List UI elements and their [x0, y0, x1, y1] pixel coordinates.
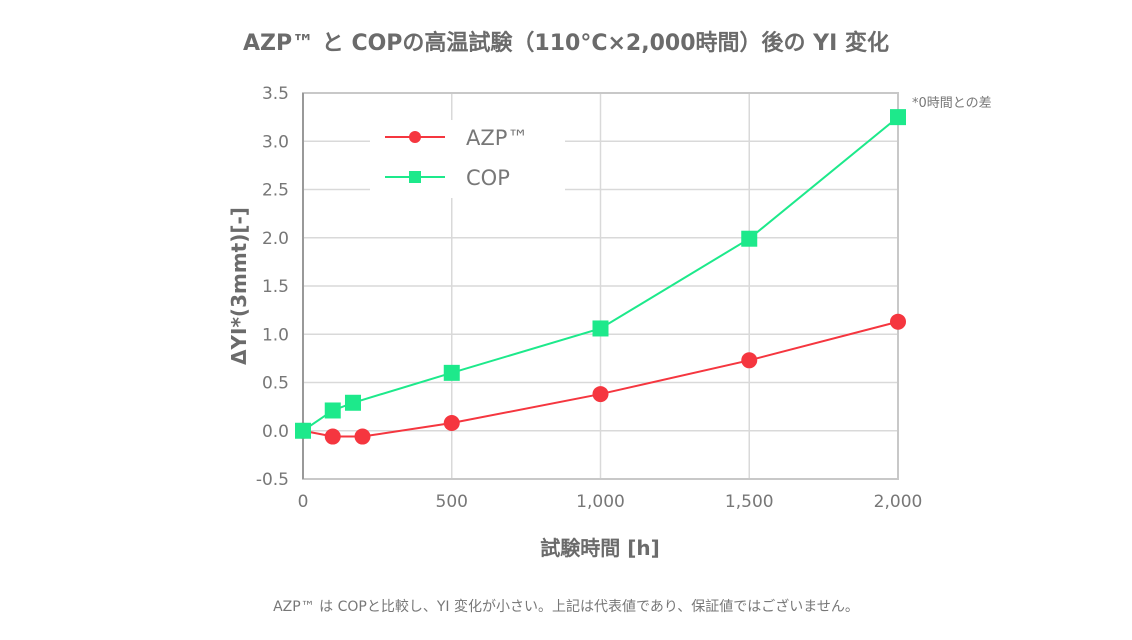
data-point-azp	[443, 415, 460, 432]
y-axis-label: ΔYI*(3mmt)[-]	[227, 207, 251, 365]
y-tick-label: 0.5	[262, 374, 289, 394]
caption: AZP™ は COPと比較し、YI 変化が小さい。上記は代表値であり、保証値では…	[273, 598, 859, 615]
data-point-azp	[592, 386, 609, 403]
y-tick-label: 3.5	[262, 84, 289, 104]
legend: AZP™ COP	[370, 120, 565, 198]
data-point-cop	[592, 320, 609, 337]
y-tick-label: -0.5	[256, 470, 289, 490]
note: *0時間との差	[912, 96, 992, 111]
x-axis-label: 試験時間 [h]	[540, 536, 659, 560]
data-point-cop	[443, 364, 460, 381]
data-point-azp	[324, 428, 341, 445]
data-point-cop	[741, 230, 758, 247]
data-point-azp	[890, 313, 906, 330]
x-tick-label: 1,500	[725, 492, 774, 512]
x-tick-label: 500	[436, 492, 468, 512]
legend-marker-circle	[409, 131, 421, 143]
legend-label: COP	[466, 166, 510, 190]
x-tick-label: 0	[298, 492, 309, 512]
legend-label: AZP™	[466, 126, 528, 150]
data-point-azp	[354, 428, 371, 445]
y-tick-label: 3.0	[262, 132, 289, 152]
tick-labels: -0.5 0.0 0.5 1.0 1.5 2.0 2.5 3.0 3.5 0 500 1,000 1,5…	[256, 84, 923, 512]
legend-marker-square	[409, 171, 421, 183]
data-point-cop	[890, 109, 906, 126]
data-point-cop	[295, 422, 311, 439]
x-tick-label: 1,000	[576, 492, 625, 512]
y-tick-label: 1.0	[262, 325, 289, 345]
y-tick-label: 0.0	[262, 422, 289, 442]
x-tick-label: 2,000	[874, 492, 923, 512]
data-point-azp	[741, 352, 758, 369]
series	[295, 109, 906, 445]
y-tick-label: 2.0	[262, 229, 289, 249]
y-tick-label: 1.5	[262, 277, 289, 297]
legend-box	[370, 120, 565, 198]
data-point-cop	[324, 402, 341, 419]
y-tick-label: 2.5	[262, 181, 289, 201]
data-point-cop	[344, 394, 361, 411]
chart-title: AZP™ と COPの高温試験（110°C×2,000時間）後の YI 変化	[243, 30, 889, 56]
